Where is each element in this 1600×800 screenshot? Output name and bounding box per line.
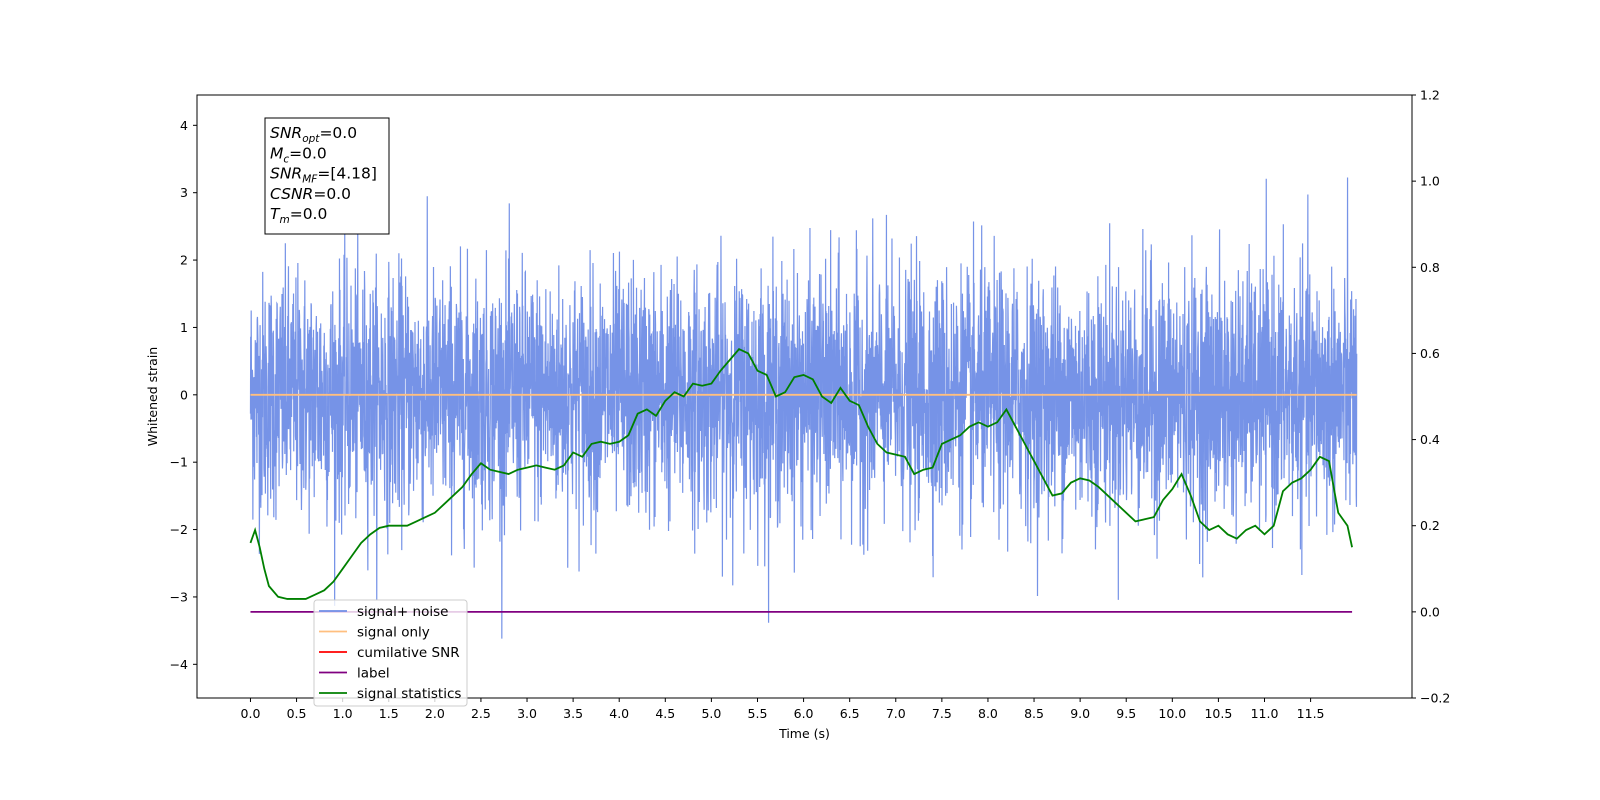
annotation-line: Mc=0.0 (270, 144, 327, 165)
y-tick-label: −3 (170, 589, 188, 604)
y-tick-label: −4 (170, 657, 188, 672)
x-tick-label: 4.0 (609, 706, 629, 721)
x-axis: 0.0 0.5 1.0 1.5 2.0 2.5 3.0 3.5 4.0 4.5 5.0 5.5 6.0 6… (241, 698, 1325, 721)
annotation-line: Tm=0.0 (270, 205, 327, 226)
x-tick-label: 10.0 (1158, 706, 1186, 721)
y2-tick-label: 1.2 (1420, 88, 1440, 103)
x-tick-label: 0.5 (287, 706, 307, 721)
legend-label: cumilative SNR (357, 645, 460, 661)
x-tick-label: 1.0 (333, 706, 353, 721)
y-axis-label: Whitened strain (145, 347, 160, 446)
x-tick-label: 1.5 (379, 706, 399, 721)
annotation-line: SNRopt=0.0 (270, 124, 357, 145)
axes-frame (196, 94, 1413, 699)
y-tick-label: 1 (180, 320, 188, 335)
x-tick-label: 8.0 (978, 706, 998, 721)
y-axis-left: −4 −3 −2 −1 0 1 2 3 4 (170, 118, 197, 672)
y2-tick-label: 0.2 (1420, 518, 1440, 533)
y-tick-label: 3 (180, 185, 188, 200)
y2-tick-label: 0.0 (1420, 604, 1440, 619)
legend-label: signal+ noise (357, 604, 448, 620)
x-tick-label: 2.0 (425, 706, 445, 721)
x-tick-label: 11.5 (1297, 706, 1325, 721)
x-tick-label: 2.5 (471, 706, 491, 721)
x-tick-label: 4.5 (655, 706, 675, 721)
legend-label: signal statistics (357, 686, 461, 702)
annotation-frame (264, 117, 390, 235)
y2-tick-label: 1.0 (1420, 174, 1440, 189)
annotation-line: SNRMF=[4.18] (270, 165, 377, 186)
y-tick-label: 0 (180, 387, 188, 402)
x-tick-label: 7.5 (932, 706, 952, 721)
annotation-line: CSNR=0.0 (270, 185, 351, 203)
y-axis-right: −0.2 0.0 0.2 0.4 0.6 0.8 1.0 1.2 (1412, 88, 1450, 706)
x-tick-label: 10.5 (1204, 706, 1232, 721)
y-tick-label: −1 (170, 455, 188, 470)
x-tick-label: 7.0 (886, 706, 906, 721)
x-tick-label: 8.5 (1024, 706, 1044, 721)
legend: signal+ noise signal only cumilative SNR la… (313, 599, 468, 707)
x-tick-label: 3.0 (517, 706, 537, 721)
y2-tick-label: 0.8 (1420, 260, 1440, 275)
legend-label: signal only (357, 625, 430, 641)
y2-tick-label: −0.2 (1420, 691, 1450, 706)
x-tick-label: 0.0 (241, 706, 261, 721)
x-tick-label: 6.5 (840, 706, 860, 721)
x-tick-label: 11.0 (1251, 706, 1279, 721)
y2-tick-label: 0.6 (1420, 346, 1440, 361)
y2-tick-label: 0.4 (1420, 432, 1440, 447)
x-tick-label: 3.5 (563, 706, 583, 721)
x-tick-label: 9.0 (1070, 706, 1090, 721)
legend-frame (313, 599, 468, 707)
x-tick-label: 5.0 (701, 706, 721, 721)
x-axis-label: Time (s) (778, 726, 830, 741)
series-line-signal-plus-noise (249, 177, 1358, 639)
y-tick-label: −2 (170, 522, 188, 537)
x-tick-label: 6.0 (794, 706, 814, 721)
y-tick-label: 2 (180, 253, 188, 268)
x-tick-label: 9.5 (1116, 706, 1136, 721)
y-tick-label: 4 (180, 118, 188, 133)
x-tick-label: 5.5 (748, 706, 768, 721)
legend-label: label (357, 666, 390, 682)
series-line-signal-statistics (249, 348, 1353, 600)
noise-layer (249, 177, 1358, 639)
